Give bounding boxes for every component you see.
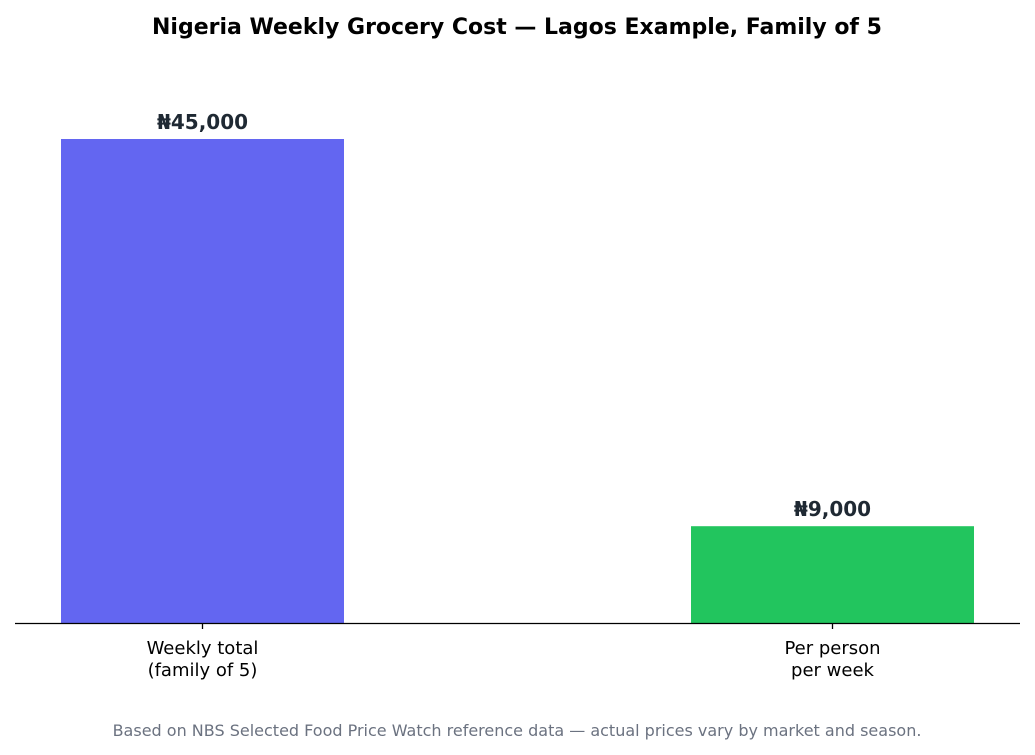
x-tick-label-line: Weekly total — [147, 638, 259, 659]
bar-1 — [691, 526, 974, 623]
value-label-0: ₦45,000 — [157, 110, 248, 134]
x-tick-label-line: Per person — [784, 638, 880, 659]
x-tick-label-line: (family of 5) — [148, 660, 258, 681]
footnote: Based on NBS Selected Food Price Watch r… — [113, 721, 922, 740]
x-ticks-group: Weekly total (family of 5) Per person per w… — [147, 623, 881, 681]
chart-title: Nigeria Weekly Grocery Cost — Lagos Exam… — [152, 15, 882, 40]
x-tick-label-0: Weekly total (family of 5) — [147, 638, 259, 681]
x-tick-label-1: Per person per week — [784, 638, 880, 681]
bars-group: ₦45,000 ₦9,000 — [61, 110, 974, 623]
value-label-1: ₦9,000 — [794, 497, 871, 521]
x-tick-label-line: per week — [791, 660, 874, 681]
bar-0 — [61, 139, 344, 623]
